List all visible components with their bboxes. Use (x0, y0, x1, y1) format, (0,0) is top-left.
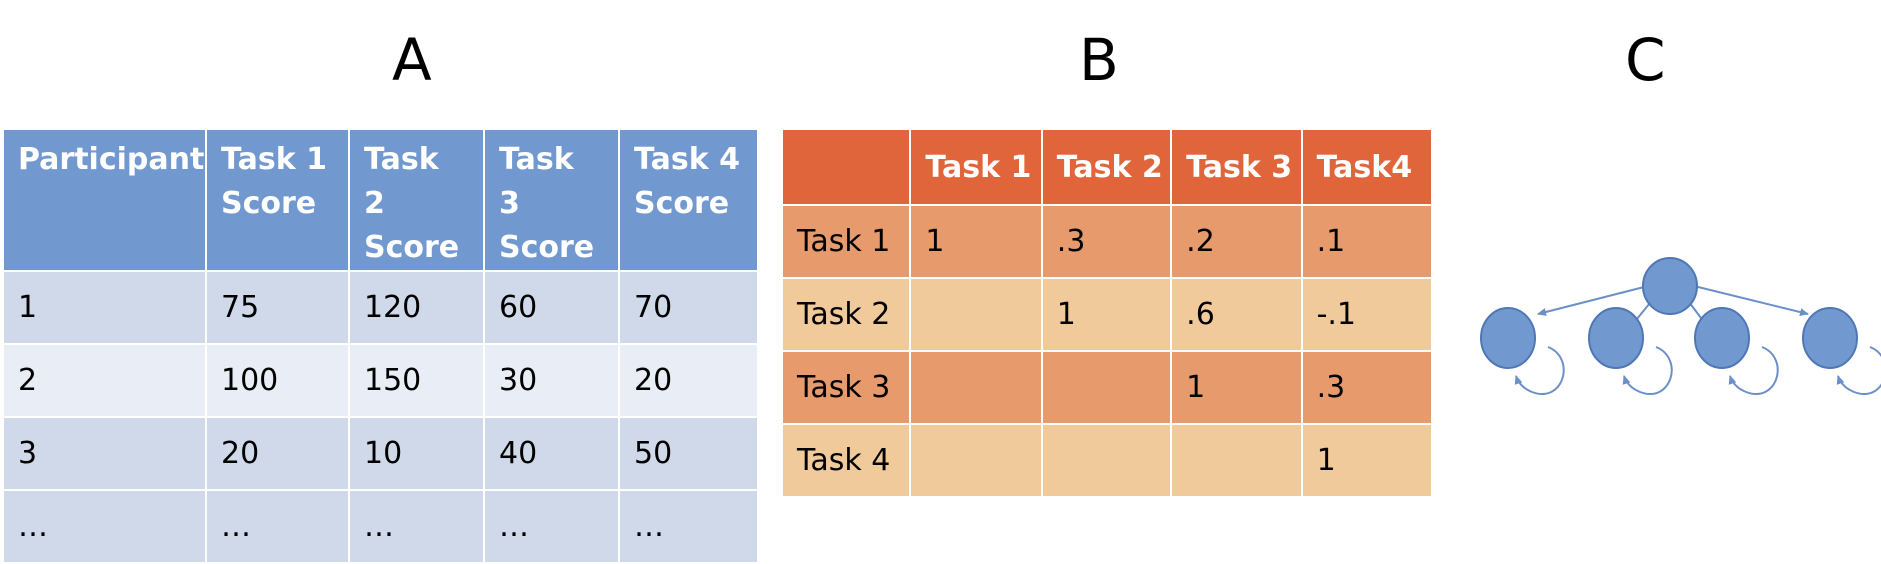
table-row: Task 2 1 .6 -.1 (780, 277, 1434, 352)
task-correlation-table: Task 1 Task 2 Task 3 Task4 Task 1 1 .3 .… (780, 128, 1434, 498)
table-cell: .3 (1040, 204, 1173, 279)
row-header-cell: Task 1 (780, 204, 912, 279)
table-cell: 30 (483, 343, 620, 418)
header-cell: Task4 (1300, 128, 1434, 206)
table-cell: 20 (205, 416, 350, 491)
table-header-row: Participant Task 1 Score Task 2 Score Ta… (2, 128, 759, 272)
table-row: 2 100 150 30 20 (2, 343, 759, 418)
edge-root-child-1 (1537, 285, 1649, 316)
table-row: Task 3 1 .3 (780, 350, 1434, 425)
table-cell (1040, 350, 1173, 425)
table-row: … … … … … (2, 489, 759, 564)
graph-node-child-4 (1802, 307, 1858, 369)
table-cell: … (483, 489, 620, 564)
panel-label-c: C (1625, 26, 1666, 94)
self-loop-child-2 (1622, 346, 1673, 395)
table-cell: 75 (205, 270, 350, 345)
table-cell: .1 (1300, 204, 1434, 279)
table-cell: 20 (618, 343, 759, 418)
table-cell: 150 (348, 343, 485, 418)
row-header-cell: Task 3 (780, 350, 912, 425)
table-cell: 1 (1040, 277, 1173, 352)
header-cell: Task 1 Score (205, 128, 350, 272)
table-cell: -.1 (1300, 277, 1434, 352)
table-cell (909, 350, 1043, 425)
row-header-cell: Task 4 (780, 423, 912, 498)
header-cell: Task 1 (909, 128, 1043, 206)
table-cell: 3 (2, 416, 207, 491)
table-cell: 40 (483, 416, 620, 491)
table-row: 3 20 10 40 50 (2, 416, 759, 491)
table-cell: 1 (1300, 423, 1434, 498)
table-cell: … (205, 489, 350, 564)
table-cell (909, 277, 1043, 352)
table-cell: 100 (205, 343, 350, 418)
header-cell (780, 128, 912, 206)
panel-label-a: A (392, 26, 432, 94)
table-cell: 60 (483, 270, 620, 345)
self-loop-child-4 (1836, 346, 1881, 395)
table-row: 1 75 120 60 70 (2, 270, 759, 345)
edge-root-child-4 (1693, 285, 1809, 316)
table-cell (1170, 423, 1303, 498)
graph-diagram (1480, 257, 1881, 395)
table-cell: .2 (1170, 204, 1303, 279)
table-row: Task 1 1 .3 .2 .1 (780, 204, 1434, 279)
self-loop-child-1 (1514, 346, 1565, 395)
header-cell: Task 2 (1040, 128, 1173, 206)
graph-node-child-2 (1588, 307, 1644, 369)
table-cell: 2 (2, 343, 207, 418)
panel-label-b: B (1079, 26, 1119, 94)
self-loop-child-3 (1728, 346, 1779, 395)
participant-scores-table: Participant Task 1 Score Task 2 Score Ta… (2, 128, 759, 564)
table-cell: .6 (1170, 277, 1303, 352)
table-row: Task 4 1 (780, 423, 1434, 498)
header-cell: Task 4 Score (618, 128, 759, 272)
header-cell: Participant (2, 128, 207, 272)
table-cell: … (2, 489, 207, 564)
table-cell: 1 (2, 270, 207, 345)
header-cell: Task 2 Score (348, 128, 485, 272)
table-cell: 1 (909, 204, 1043, 279)
graph-node-child-1 (1480, 307, 1536, 369)
row-header-cell: Task 2 (780, 277, 912, 352)
table-cell: .3 (1300, 350, 1434, 425)
table-cell: 70 (618, 270, 759, 345)
header-cell: Task 3 (1170, 128, 1303, 206)
table-cell: … (348, 489, 485, 564)
table-cell (1040, 423, 1173, 498)
header-cell: Task 3 Score (483, 128, 620, 272)
table-cell: 120 (348, 270, 485, 345)
table-header-row: Task 1 Task 2 Task 3 Task4 (780, 128, 1434, 206)
graph-node-child-3 (1694, 307, 1750, 369)
graph-node-root (1642, 257, 1698, 315)
table-cell (909, 423, 1043, 498)
table-cell: 50 (618, 416, 759, 491)
table-cell: 10 (348, 416, 485, 491)
table-cell: 1 (1170, 350, 1303, 425)
table-cell: … (618, 489, 759, 564)
